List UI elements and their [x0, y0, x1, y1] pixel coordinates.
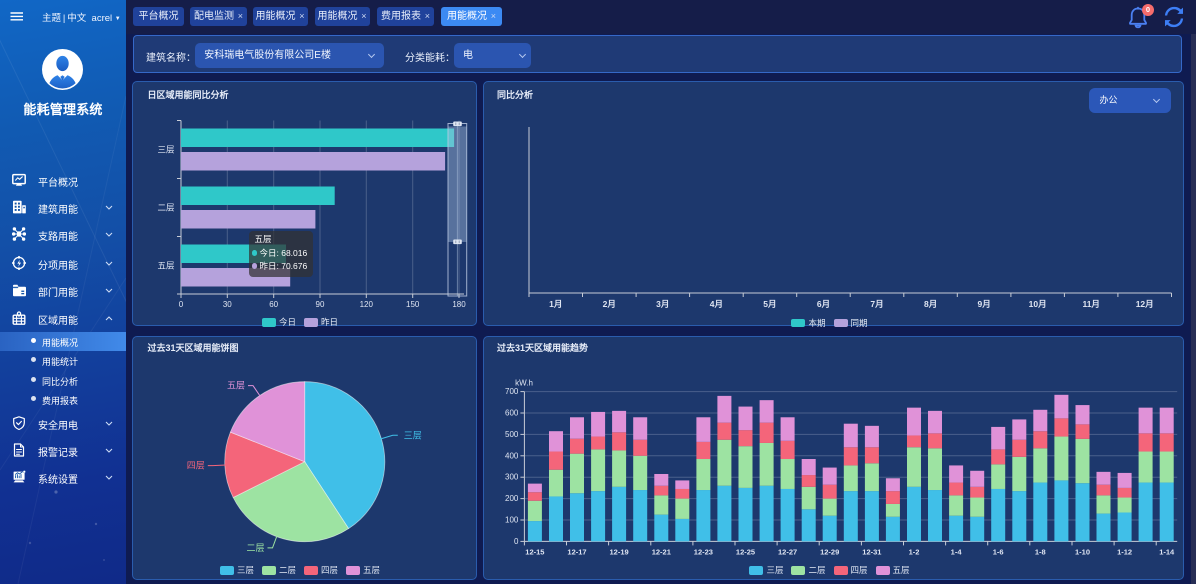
svg-text:1-8: 1-8 [1035, 547, 1046, 556]
svg-text:四层: 四层 [186, 461, 204, 471]
svg-text:12-17: 12-17 [567, 547, 586, 556]
svg-text:12-27: 12-27 [778, 547, 797, 556]
svg-text:2月: 2月 [603, 299, 616, 309]
svg-text:8月: 8月 [924, 299, 937, 309]
svg-text:三层: 三层 [403, 430, 421, 440]
svg-text:180: 180 [452, 300, 466, 309]
svg-text:12-21: 12-21 [652, 547, 671, 556]
svg-text:1-2: 1-2 [909, 547, 920, 556]
svg-text:150: 150 [406, 300, 420, 309]
svg-text:1-6: 1-6 [993, 547, 1004, 556]
svg-text:100: 100 [505, 516, 519, 525]
svg-text:300: 300 [505, 473, 519, 482]
svg-text:9月: 9月 [977, 299, 990, 309]
svg-text:0: 0 [178, 300, 183, 309]
svg-text:12-15: 12-15 [525, 547, 544, 556]
svg-text:12-19: 12-19 [610, 547, 629, 556]
svg-text:12-25: 12-25 [736, 547, 755, 556]
svg-text:30: 30 [222, 300, 231, 309]
svg-text:4月: 4月 [710, 299, 723, 309]
svg-text:7月: 7月 [870, 299, 883, 309]
svg-text:60: 60 [269, 300, 278, 309]
svg-text:二层: 二层 [157, 203, 174, 213]
svg-text:12-29: 12-29 [820, 547, 839, 556]
svg-text:700: 700 [505, 387, 519, 396]
svg-text:五层: 五层 [226, 381, 244, 391]
svg-text:600: 600 [505, 409, 519, 418]
svg-text:二层: 二层 [246, 543, 264, 553]
svg-text:五层: 五层 [157, 261, 174, 271]
svg-text:500: 500 [505, 430, 519, 439]
svg-text:1月: 1月 [549, 299, 562, 309]
svg-text:3月: 3月 [656, 299, 669, 309]
svg-text:12月: 12月 [1136, 299, 1154, 309]
svg-text:三层: 三层 [157, 145, 174, 155]
svg-text:11月: 11月 [1082, 299, 1100, 309]
svg-text:1-10: 1-10 [1075, 547, 1090, 556]
svg-text:6月: 6月 [817, 299, 830, 309]
svg-text:0: 0 [514, 537, 519, 546]
svg-text:5月: 5月 [763, 299, 776, 309]
svg-text:12-23: 12-23 [694, 547, 713, 556]
svg-text:1-12: 1-12 [1117, 547, 1132, 556]
svg-text:90: 90 [315, 300, 324, 309]
svg-text:12-31: 12-31 [862, 547, 881, 556]
svg-text:200: 200 [505, 494, 519, 503]
svg-text:400: 400 [505, 451, 519, 460]
svg-text:1-4: 1-4 [951, 547, 963, 556]
svg-text:kW.h: kW.h [515, 379, 533, 388]
svg-text:10月: 10月 [1029, 299, 1047, 309]
svg-text:1-14: 1-14 [1159, 547, 1175, 556]
svg-text:120: 120 [359, 300, 373, 309]
